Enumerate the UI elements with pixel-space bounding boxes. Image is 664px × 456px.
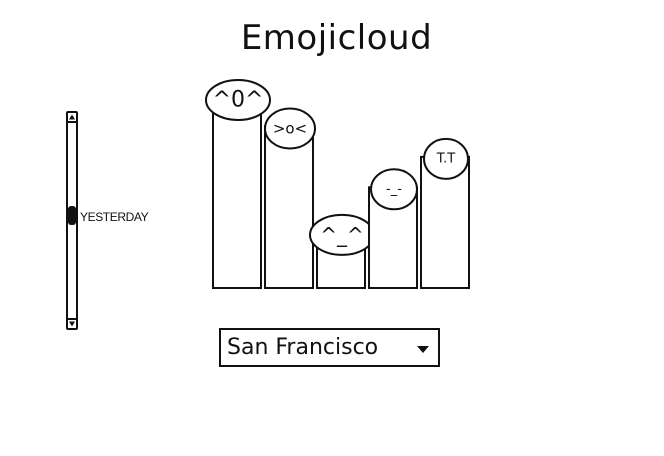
emoji-label: -_- (386, 182, 402, 197)
arrow-down-icon[interactable] (68, 318, 76, 328)
caret-down-icon (417, 346, 429, 353)
emoji-label: T.T (436, 151, 456, 166)
chart-bar (212, 97, 262, 289)
city-dropdown-value: San Francisco (227, 335, 379, 360)
chart-bar (264, 125, 314, 289)
emoji-label: ^_^ (320, 223, 364, 247)
arrow-up-icon[interactable] (68, 113, 76, 123)
emoji-label: >o< (273, 120, 307, 138)
emoji-bubble (423, 137, 469, 180)
scroll-thumb[interactable] (68, 206, 76, 225)
page-title: Emojicloud (240, 18, 433, 58)
time-label: YESTERDAY (80, 210, 149, 224)
emoji-bubble (370, 168, 418, 211)
emoji-bubble (205, 79, 271, 121)
time-scrollbar[interactable] (66, 111, 78, 330)
emoji-label: ^0^ (213, 88, 264, 113)
city-dropdown[interactable]: San Francisco (219, 328, 440, 367)
emoji-bubble (264, 107, 316, 150)
